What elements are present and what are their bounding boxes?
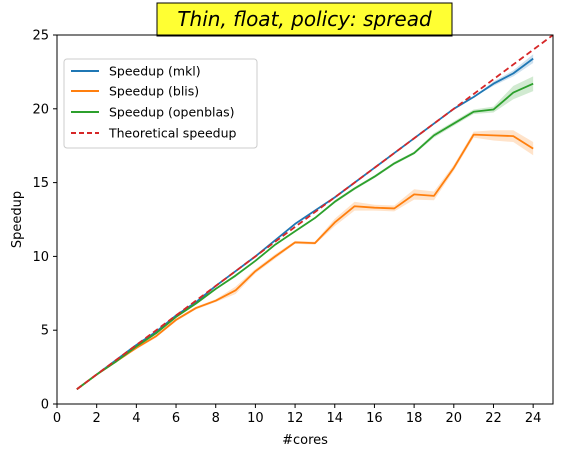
- x-tick-label: 24: [525, 411, 542, 426]
- x-tick-label: 2: [93, 411, 101, 426]
- plot-marks: [76, 35, 553, 390]
- x-tick-label: 12: [287, 411, 304, 426]
- chart-title-box: [156, 2, 453, 37]
- x-tick-label: 8: [212, 411, 220, 426]
- y-tick-label: 25: [32, 29, 49, 44]
- x-tick-label: 14: [326, 411, 343, 426]
- y-tick-label: 0: [41, 398, 49, 413]
- x-tick-label: 20: [446, 411, 463, 426]
- chart-title: Thin, float, policy: spread: [177, 7, 432, 31]
- x-tick-label: 16: [366, 411, 383, 426]
- x-tick-label: 6: [172, 411, 180, 426]
- x-tick-label: 10: [247, 411, 264, 426]
- series-band-speedup-openblas: [76, 76, 534, 390]
- y-tick-label: 10: [32, 250, 49, 265]
- y-tick-label: 20: [32, 102, 49, 117]
- legend-label-openblas: Speedup (openblas): [109, 105, 235, 120]
- legend: Speedup (mkl) Speedup (blis) Speedup (op…: [63, 58, 258, 149]
- plot-frame: [56, 34, 554, 405]
- series-line-theoretical-speedup: [76, 35, 553, 390]
- series-line-speedup-mkl: [76, 57, 534, 390]
- y-tick-label: 5: [41, 324, 49, 339]
- legend-label-theoretical: Theoretical speedup: [108, 126, 236, 141]
- series-line-speedup-openblas: [76, 82, 534, 390]
- series-line-speedup-blis: [76, 133, 534, 390]
- y-tick-label: 15: [32, 176, 49, 191]
- legend-label-blis: Speedup (blis): [109, 84, 199, 99]
- legend-box: [63, 58, 258, 149]
- x-tick-label: 4: [132, 411, 140, 426]
- x-tick-label: 18: [406, 411, 423, 426]
- legend-label-mkl: Speedup (mkl): [109, 64, 201, 79]
- x-tick-label: 0: [53, 411, 61, 426]
- x-tick-label: 22: [485, 411, 502, 426]
- y-axis-label: Speedup: [10, 191, 25, 248]
- x-axis-label: #cores: [282, 433, 328, 448]
